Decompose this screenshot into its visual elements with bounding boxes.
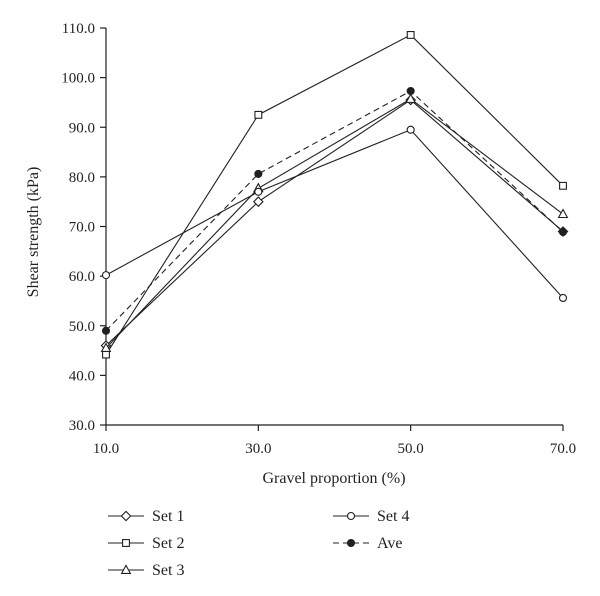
legend-marker	[120, 510, 132, 522]
y-tick-label: 30.0	[69, 418, 95, 434]
y-tick-label: 60.0	[69, 269, 95, 285]
data-point-ave	[254, 169, 263, 178]
y-tick-label: 80.0	[69, 170, 95, 186]
legend-label: Set 1	[152, 508, 184, 525]
x-axis-ticks: 10.0 30.0 50.0 70.0	[93, 425, 576, 457]
series-set-3	[100, 93, 569, 353]
legend-marker	[346, 511, 356, 521]
data-point-set-3	[100, 342, 112, 353]
y-axis-ticks: 30.0 40.0 50.0 60.0 70.0 80.0 90.0 100.0 110.0	[61, 21, 106, 434]
x-tick-label: 10.0	[93, 441, 119, 457]
legend-label: Set 2	[152, 535, 184, 552]
data-point-set-4	[101, 271, 111, 280]
legend-label: Ave	[377, 535, 402, 552]
y-tick-label: 100.0	[61, 71, 95, 87]
legend-item-set-1: Set 1	[108, 508, 184, 525]
series-set-2	[102, 30, 567, 359]
series-line-set-1	[105, 99, 564, 346]
x-axis-title: Gravel proportion (%)	[262, 470, 405, 487]
data-point-ave	[558, 227, 568, 237]
series-set-1	[100, 94, 569, 351]
data-point-set-4	[558, 293, 568, 303]
y-tick-label: 40.0	[69, 368, 95, 384]
data-point-set-3	[405, 93, 416, 103]
data-point-set-4	[406, 125, 415, 134]
legend-item-ave: Ave	[333, 535, 402, 552]
data-point-set-3	[557, 208, 569, 219]
data-point-ave	[406, 86, 415, 96]
legend-marker	[120, 564, 132, 574]
legend-label: Set 3	[152, 562, 184, 579]
legend-marker	[122, 539, 130, 547]
x-tick-label: 30.0	[245, 441, 271, 457]
legend-marker	[346, 538, 356, 548]
data-point-ave	[101, 326, 111, 335]
series-line-set-4	[105, 129, 564, 299]
x-tick-label: 50.0	[398, 441, 424, 457]
data-point-set-2	[254, 110, 263, 119]
series-line-set-3	[105, 98, 564, 349]
x-tick-label: 70.0	[550, 441, 576, 457]
data-point-set-2	[559, 181, 567, 190]
series-line-set-2	[105, 34, 564, 355]
series-ave	[101, 86, 568, 335]
data-point-set-4	[254, 187, 263, 196]
data-point-set-1	[252, 196, 264, 208]
legend-item-set-2: Set 2	[108, 535, 184, 552]
y-tick-label: 110.0	[62, 21, 95, 37]
legend-item-set-3: Set 3	[108, 562, 184, 579]
series-line-ave	[105, 90, 564, 332]
y-axis-title: Shear strength (kPa)	[25, 167, 42, 298]
series-group	[100, 30, 569, 359]
legend-item-set-4: Set 4	[333, 508, 409, 525]
y-tick-label: 70.0	[69, 220, 95, 236]
series-set-4	[101, 125, 568, 303]
data-point-set-2	[406, 30, 415, 39]
axes	[105, 28, 563, 426]
y-tick-label: 50.0	[69, 319, 95, 335]
y-tick-label: 90.0	[69, 120, 95, 136]
legend-label: Set 4	[377, 508, 409, 525]
legend: Set 1 Set 2 Set 3 Set 4 Ave	[108, 508, 409, 579]
data-point-set-2	[102, 350, 110, 359]
